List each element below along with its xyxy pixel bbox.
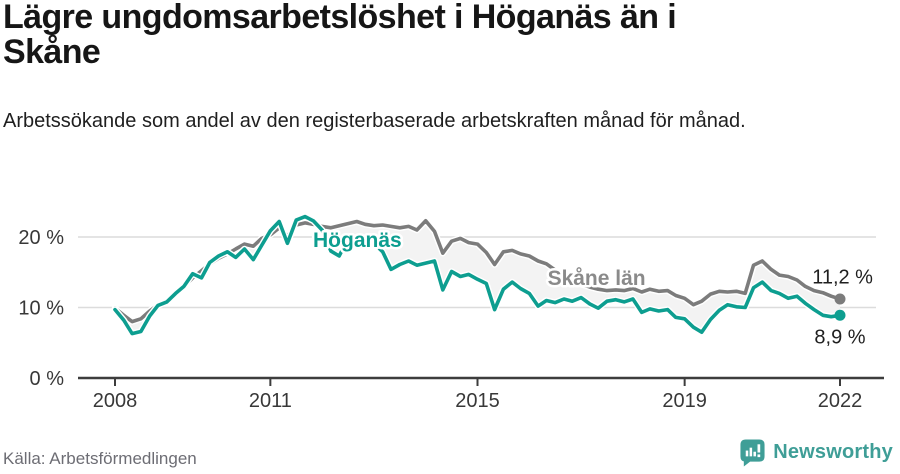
hoganas-end-value-label: 8,9 %: [814, 326, 865, 348]
chart-subtitle: Arbetssökande som andel av den registerb…: [3, 110, 746, 132]
skane-line: [113, 219, 842, 324]
title-line-2: Skåne: [3, 33, 101, 71]
newsworthy-bar-chart-bubble-icon: [740, 439, 765, 467]
skane-end-value-label: 11,2 %: [812, 266, 873, 288]
x-tick-label: 2022: [818, 390, 863, 412]
page-title: Lägre ungdomsarbetslöshet i Höganäs än i…: [3, 0, 893, 70]
x-tick-label: 2015: [455, 390, 500, 412]
hoganas-series-label: Höganäs: [313, 229, 402, 252]
title-line-1: Lägre ungdomsarbetslöshet i Höganäs än i: [3, 0, 677, 36]
brand-name: Newsworthy: [773, 441, 893, 463]
x-tick-label: 2011: [249, 390, 292, 412]
line-chart: 2008 2011 2015 2019 2022 0 % 10 % 20 % Skåne län…: [18, 213, 884, 412]
skane-end-dot: [834, 293, 846, 305]
hoganas-end-dot: [834, 309, 846, 321]
series-gap-band: [115, 216, 840, 334]
x-tick-label: 2019: [662, 390, 707, 412]
source-note: Källa: Arbetsförmedlingen: [3, 449, 197, 468]
y-tick-label: 10 %: [18, 298, 64, 320]
hoganas-line: [113, 214, 842, 336]
newsworthy-logo: Newsworthy: [739, 438, 893, 467]
y-tick-label: 0 %: [30, 368, 65, 390]
y-tick-label: 20 %: [18, 227, 64, 249]
x-tick-label: 2008: [93, 390, 138, 412]
skane-series-label: Skåne län: [548, 267, 646, 290]
